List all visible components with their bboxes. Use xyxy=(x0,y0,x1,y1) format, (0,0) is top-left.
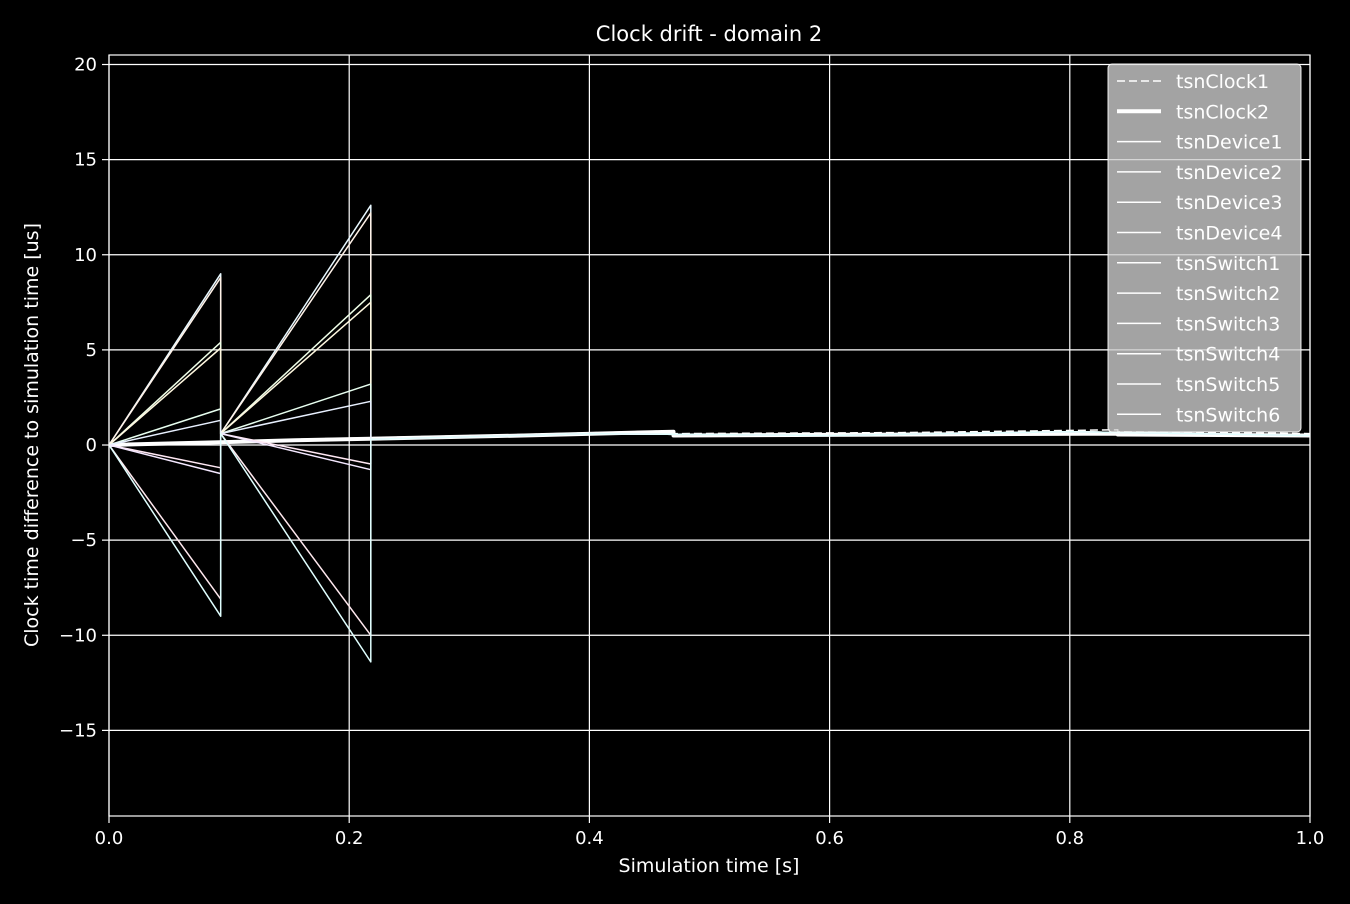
legend-box xyxy=(1107,63,1302,433)
legend-label: tsnDevice3 xyxy=(1176,192,1282,214)
x-tick-label: 0.4 xyxy=(575,828,604,849)
legend-label: tsnSwitch3 xyxy=(1176,313,1280,335)
legend-label: tsnDevice1 xyxy=(1176,132,1282,154)
legend-label: tsnSwitch2 xyxy=(1176,283,1280,305)
y-tick-label: 15 xyxy=(74,150,97,171)
x-tick-label: 0.0 xyxy=(95,828,124,849)
legend-label: tsnClock2 xyxy=(1176,101,1269,123)
x-tick-label: 0.6 xyxy=(815,828,844,849)
series-lines xyxy=(108,204,1311,663)
legend-label: tsnClock1 xyxy=(1176,71,1269,93)
series-line-tsnswitch6 xyxy=(108,430,1311,663)
x-tick-label: 1.0 xyxy=(1296,828,1325,849)
y-tick-label: 5 xyxy=(86,340,97,361)
x-axis-ticks: 0.0 0.2 0.4 0.6 0.8 1.0 xyxy=(95,816,1325,849)
legend-label: tsnSwitch6 xyxy=(1176,404,1280,426)
y-tick-label: 20 xyxy=(74,55,97,76)
plot-frame xyxy=(108,54,1311,817)
legend-label: tsnDevice4 xyxy=(1176,223,1282,245)
y-tick-label: −10 xyxy=(59,625,97,646)
legend-label: tsnDevice2 xyxy=(1176,162,1282,184)
y-axis-ticks: −15 −10 −5 0 5 10 15 20 xyxy=(59,55,109,741)
legend-label: tsnSwitch1 xyxy=(1176,253,1280,275)
x-tick-label: 0.2 xyxy=(335,828,364,849)
legend: tsnClock1 tsnClock2 tsnDevice1 tsnDevice2 ts… xyxy=(1107,63,1302,433)
legend-label: tsnSwitch4 xyxy=(1176,344,1280,366)
chart-title: Clock drift - domain 2 xyxy=(596,22,822,46)
y-tick-label: 0 xyxy=(86,435,97,456)
y-tick-label: −5 xyxy=(70,530,97,551)
x-tick-label: 0.8 xyxy=(1055,828,1084,849)
legend-label: tsnSwitch5 xyxy=(1176,374,1280,396)
x-axis-label: Simulation time [s] xyxy=(619,855,800,877)
y-tick-label: 10 xyxy=(74,245,97,266)
y-tick-label: −15 xyxy=(59,720,97,741)
y-axis-label: Clock time difference to simulation time… xyxy=(21,223,43,647)
